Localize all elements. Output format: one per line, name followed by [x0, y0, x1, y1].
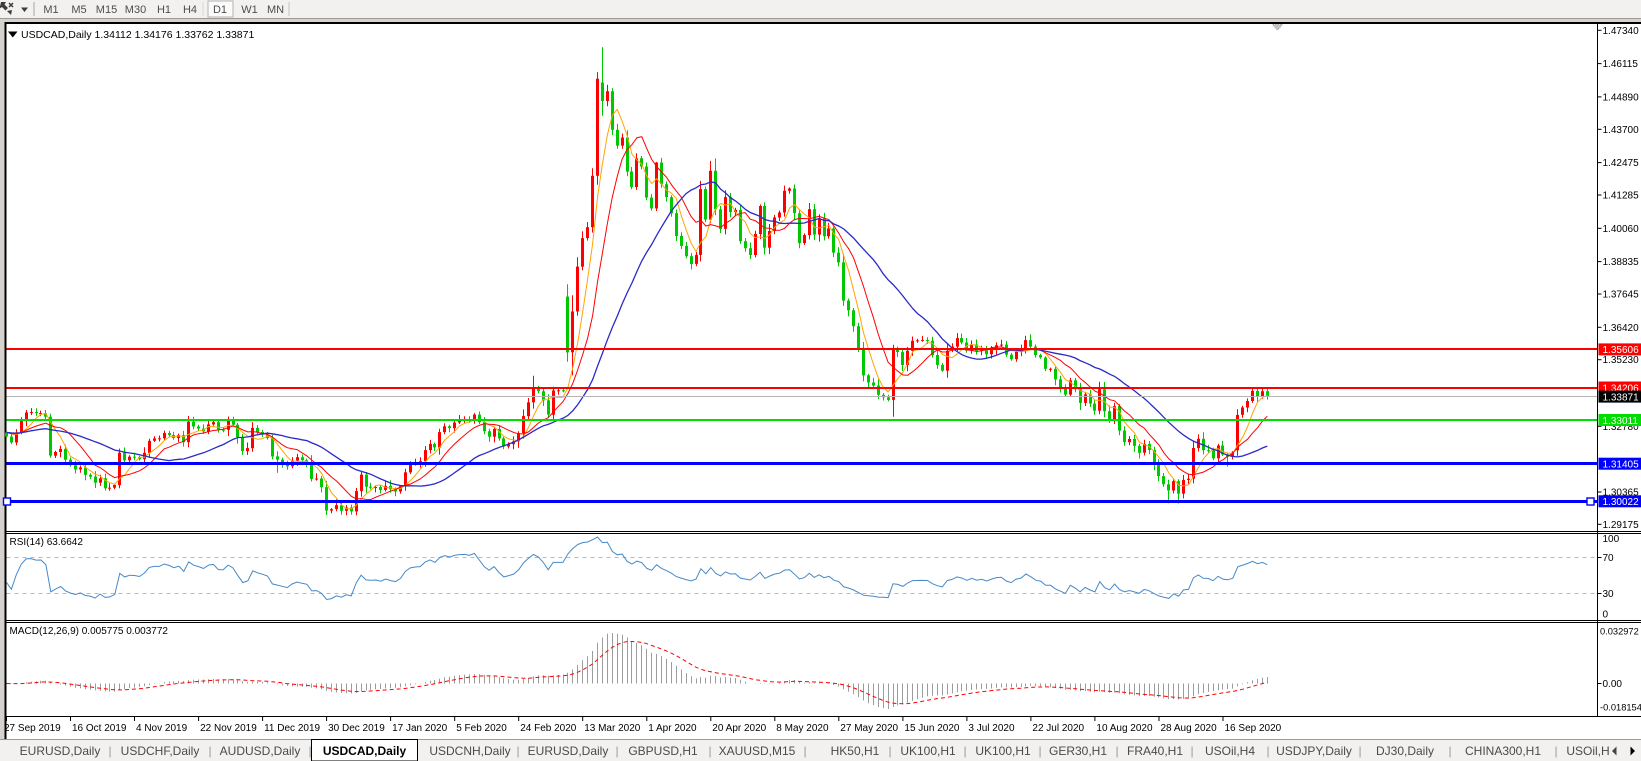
svg-text:20 Apr 2020: 20 Apr 2020: [712, 723, 766, 734]
svg-text:1.46115: 1.46115: [1603, 59, 1639, 70]
svg-text:15 Jun 2020: 15 Jun 2020: [904, 723, 959, 734]
svg-text:USDJPY,Daily: USDJPY,Daily: [1276, 744, 1352, 758]
svg-text:|: |: [516, 744, 519, 758]
svg-text:|: |: [615, 744, 618, 758]
svg-text:USDCAD,Daily 1.34112 1.34176: USDCAD,Daily 1.34112 1.34176 1.33762 1.3…: [21, 29, 254, 41]
svg-text:1.33011: 1.33011: [1603, 416, 1639, 427]
svg-text:1.30022: 1.30022: [1603, 497, 1640, 508]
svg-text:USDCAD,Daily: USDCAD,Daily: [323, 744, 407, 758]
svg-text:1.44890: 1.44890: [1603, 92, 1640, 103]
svg-text:M30: M30: [125, 4, 146, 16]
svg-text:1.38835: 1.38835: [1603, 257, 1640, 268]
svg-text:1.36420: 1.36420: [1603, 323, 1640, 334]
svg-text:D1: D1: [213, 4, 227, 16]
svg-text:10 Aug 2020: 10 Aug 2020: [1096, 723, 1153, 734]
svg-text:|: |: [888, 744, 891, 758]
svg-text:30: 30: [1603, 589, 1615, 600]
svg-text:H4: H4: [183, 4, 197, 16]
svg-text:H1: H1: [157, 4, 171, 16]
svg-text:|: |: [308, 744, 311, 758]
svg-text:USOil,H: USOil,H: [1566, 744, 1609, 758]
svg-text:1.37645: 1.37645: [1603, 290, 1640, 301]
svg-text:|: |: [1448, 744, 1451, 758]
svg-text:USDCHF,Daily: USDCHF,Daily: [121, 744, 200, 758]
svg-text:16 Sep 2020: 16 Sep 2020: [1225, 723, 1282, 734]
svg-text:EURUSD,Daily: EURUSD,Daily: [528, 744, 609, 758]
svg-text:1.41285: 1.41285: [1603, 191, 1640, 202]
svg-text:MACD(12,26,9) 0.005775 0.00377: MACD(12,26,9) 0.005775 0.003772: [10, 626, 169, 637]
svg-text:UK100,H1: UK100,H1: [900, 744, 956, 758]
svg-text:M5: M5: [71, 4, 86, 16]
svg-text:24 Feb 2020: 24 Feb 2020: [520, 723, 577, 734]
svg-text:1.35230: 1.35230: [1603, 355, 1640, 366]
svg-text:27 Sep 2019: 27 Sep 2019: [4, 723, 61, 734]
svg-text:FRA40,H1: FRA40,H1: [1127, 744, 1183, 758]
svg-text:30 Dec 2019: 30 Dec 2019: [328, 723, 385, 734]
svg-text:RSI(14) 63.6642: RSI(14) 63.6642: [10, 537, 84, 548]
svg-text:|: |: [1190, 744, 1193, 758]
svg-text:28 Aug 2020: 28 Aug 2020: [1161, 723, 1218, 734]
svg-text:GER30,H1: GER30,H1: [1049, 744, 1107, 758]
svg-text:|: |: [963, 744, 966, 758]
svg-text:22 Jul 2020: 22 Jul 2020: [1032, 723, 1084, 734]
svg-text:17 Jan 2020: 17 Jan 2020: [392, 723, 447, 734]
svg-text:|: |: [1038, 744, 1041, 758]
svg-text:1 Apr 2020: 1 Apr 2020: [648, 723, 697, 734]
svg-text:|: |: [1358, 744, 1361, 758]
svg-text:1.33871: 1.33871: [1603, 392, 1640, 403]
svg-text:0.032972: 0.032972: [1600, 627, 1639, 637]
svg-text:W1: W1: [241, 4, 258, 16]
svg-text:USDCNH,Daily: USDCNH,Daily: [429, 744, 510, 758]
svg-text:DJ30,Daily: DJ30,Daily: [1376, 744, 1434, 758]
svg-text:27 May 2020: 27 May 2020: [840, 723, 898, 734]
svg-text:1.47340: 1.47340: [1603, 26, 1640, 37]
svg-text:70: 70: [1603, 553, 1615, 564]
svg-text:AUDUSD,Daily: AUDUSD,Daily: [220, 744, 301, 758]
svg-text:|: |: [1266, 744, 1269, 758]
svg-text:|: |: [208, 744, 211, 758]
svg-text:1.32780: 1.32780: [1603, 422, 1640, 433]
svg-text:GBPUSD,H1: GBPUSD,H1: [628, 744, 698, 758]
svg-text:EURUSD,Daily: EURUSD,Daily: [20, 744, 101, 758]
svg-text:4 Nov 2019: 4 Nov 2019: [136, 723, 188, 734]
svg-text:|: |: [1115, 744, 1118, 758]
svg-text:1.29175: 1.29175: [1603, 520, 1640, 531]
svg-text:|: |: [803, 744, 806, 758]
svg-text:22 Nov 2019: 22 Nov 2019: [200, 723, 257, 734]
svg-text:1.31405: 1.31405: [1603, 460, 1640, 471]
svg-text:1.43700: 1.43700: [1603, 125, 1640, 136]
svg-text:MN: MN: [267, 4, 284, 16]
svg-text:UK100,H1: UK100,H1: [975, 744, 1031, 758]
svg-text:M1: M1: [43, 4, 58, 16]
svg-text:13 Mar 2020: 13 Mar 2020: [584, 723, 641, 734]
svg-text:0.00: 0.00: [1603, 679, 1623, 690]
svg-text:0: 0: [1603, 610, 1609, 621]
svg-text:XAUUSD,M15: XAUUSD,M15: [719, 744, 796, 758]
svg-text:|: |: [108, 744, 111, 758]
svg-text:1.30365: 1.30365: [1603, 488, 1640, 499]
svg-text:16 Oct 2019: 16 Oct 2019: [72, 723, 127, 734]
svg-text:|: |: [1554, 744, 1557, 758]
svg-text:HK50,H1: HK50,H1: [831, 744, 880, 758]
svg-text:CHINA300,H1: CHINA300,H1: [1465, 744, 1541, 758]
svg-text:1.42475: 1.42475: [1603, 158, 1640, 169]
svg-text:|: |: [708, 744, 711, 758]
svg-text:M15: M15: [96, 4, 117, 16]
svg-text:1.34206: 1.34206: [1603, 383, 1640, 394]
svg-text:3 Jul 2020: 3 Jul 2020: [968, 723, 1015, 734]
svg-text:USOil,H4: USOil,H4: [1205, 744, 1255, 758]
svg-text:100: 100: [1603, 534, 1620, 545]
svg-text:5 Feb 2020: 5 Feb 2020: [456, 723, 507, 734]
svg-text:-0.018154: -0.018154: [1600, 703, 1641, 713]
svg-text:1.40060: 1.40060: [1603, 224, 1640, 235]
svg-text:11 Dec 2019: 11 Dec 2019: [264, 723, 320, 734]
svg-text:8 May 2020: 8 May 2020: [776, 723, 829, 734]
svg-text:1.35606: 1.35606: [1603, 345, 1640, 356]
